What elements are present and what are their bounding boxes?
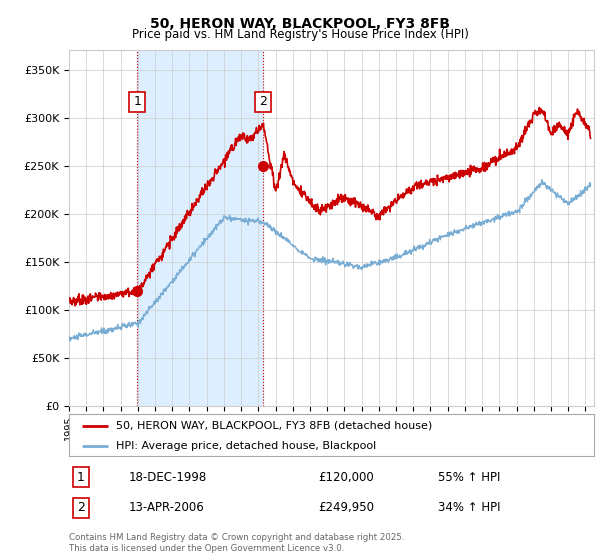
Text: 34% ↑ HPI: 34% ↑ HPI — [438, 501, 500, 515]
Text: 2: 2 — [77, 501, 85, 515]
Text: £120,000: £120,000 — [318, 470, 374, 484]
Text: 1: 1 — [133, 95, 141, 109]
Text: 1: 1 — [77, 470, 85, 484]
Text: 55% ↑ HPI: 55% ↑ HPI — [438, 470, 500, 484]
Text: 50, HERON WAY, BLACKPOOL, FY3 8FB: 50, HERON WAY, BLACKPOOL, FY3 8FB — [150, 17, 450, 31]
Text: HPI: Average price, detached house, Blackpool: HPI: Average price, detached house, Blac… — [116, 441, 377, 451]
Text: 18-DEC-1998: 18-DEC-1998 — [129, 470, 207, 484]
Text: 13-APR-2006: 13-APR-2006 — [129, 501, 205, 515]
Bar — [137, 50, 263, 406]
Text: Price paid vs. HM Land Registry's House Price Index (HPI): Price paid vs. HM Land Registry's House … — [131, 28, 469, 41]
Text: £249,950: £249,950 — [318, 501, 374, 515]
Text: 2: 2 — [259, 95, 267, 109]
Text: 50, HERON WAY, BLACKPOOL, FY3 8FB (detached house): 50, HERON WAY, BLACKPOOL, FY3 8FB (detac… — [116, 421, 433, 431]
Text: Contains HM Land Registry data © Crown copyright and database right 2025.
This d: Contains HM Land Registry data © Crown c… — [69, 533, 404, 553]
